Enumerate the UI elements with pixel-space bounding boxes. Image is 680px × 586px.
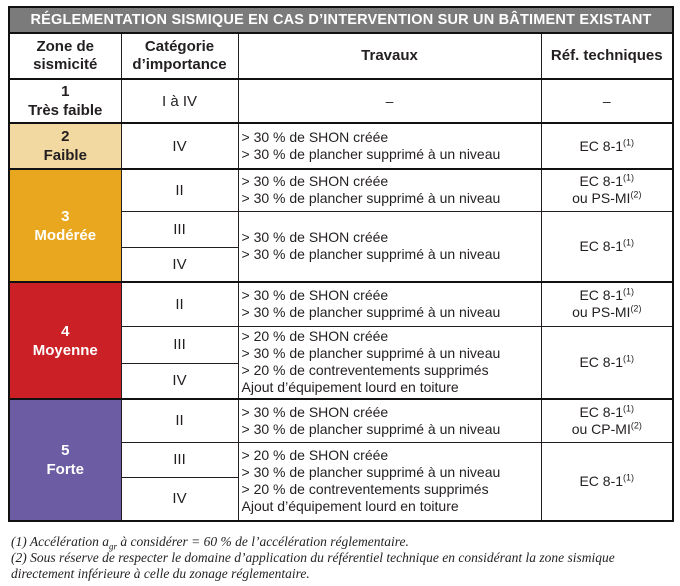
category-cell: IV bbox=[120, 122, 239, 170]
zone-cell-1: 1 Très faible bbox=[8, 78, 122, 124]
zone-number: 3 bbox=[61, 207, 70, 225]
subscript-gr: gr bbox=[108, 541, 117, 552]
footnotes: (1) Accélération agr à considérer = 60 %… bbox=[11, 534, 670, 582]
table-row: IV bbox=[9, 476, 673, 522]
ref-cell: EC 8-1(1) ou PS-MI(2) bbox=[540, 168, 674, 212]
zone-name: Très faible bbox=[28, 102, 103, 119]
ref-cell: – bbox=[540, 78, 674, 124]
zone-cell-4: 4 Moyenne bbox=[8, 281, 122, 400]
travaux-cell: > 20 % de SHON créée > 30 % de plancher … bbox=[237, 325, 542, 400]
travaux-cell: – bbox=[237, 78, 542, 124]
zone-cell-2: 2 Faible bbox=[8, 122, 122, 170]
table-row: 2 Faible IV > 30 % de SHON créée > 30 % … bbox=[8, 122, 674, 170]
category-cell: III bbox=[120, 325, 239, 364]
category-cell: III bbox=[120, 210, 239, 248]
zone-number: 2 bbox=[61, 128, 70, 145]
ref-cell: EC 8-1(1) ou CP-MI(2) bbox=[540, 398, 674, 443]
seismic-regulation-table: RÉGLEMENTATION SISMIQUE EN CAS D’INTERVE… bbox=[8, 6, 675, 522]
ref-cell: EC 8-1(1) ou PS-MI(2) bbox=[540, 281, 674, 327]
table-row: III > 20 % de SHON créée > 30 % de planc… bbox=[9, 441, 674, 522]
travaux-cell: > 30 % de SHON créée > 30 % de plancher … bbox=[237, 168, 542, 212]
ref-cell: EC 8-1(1) bbox=[540, 325, 674, 400]
footnote-2: (2) Sous réserve de respecter le domaine… bbox=[11, 550, 615, 581]
footnote-1: (1) Accélération agr à considérer = 60 %… bbox=[11, 534, 409, 552]
zone-cell-3: 3 Modérée bbox=[8, 168, 122, 283]
table-row: III > 30 % de SHON créée > 30 % de planc… bbox=[9, 210, 674, 283]
category-cell: IV bbox=[120, 246, 239, 283]
zone-number: 4 bbox=[61, 322, 70, 340]
zone-name: Forte bbox=[46, 461, 85, 478]
category-cell: II bbox=[120, 281, 239, 327]
col-header-zone: Zone de sismicité bbox=[8, 32, 122, 80]
zone-number: 5 bbox=[61, 442, 70, 459]
travaux-cell: > 30 % de SHON créée > 30 % de plancher … bbox=[237, 210, 542, 283]
ref-cell: EC 8-1(1) bbox=[540, 122, 674, 170]
category-cell: II bbox=[120, 168, 239, 212]
zone-number: 1 bbox=[61, 83, 70, 100]
table-row: 1 Très faible I à IV – – bbox=[8, 78, 674, 124]
table-row: IV bbox=[9, 246, 673, 283]
category-cell: II bbox=[120, 398, 239, 443]
category-cell: IV bbox=[120, 362, 239, 400]
table-row: 5 Forte II > 30 % de SHON créée > 30 % d… bbox=[8, 398, 674, 522]
zone-cell-5: 5 Forte bbox=[8, 398, 122, 522]
zone-name: Faible bbox=[43, 147, 87, 164]
travaux-cell: > 20 % de SHON créée > 30 % de plancher … bbox=[237, 441, 542, 522]
table-title: RÉGLEMENTATION SISMIQUE EN CAS D’INTERVE… bbox=[8, 6, 674, 34]
travaux-cell: > 30 % de SHON créée > 30 % de plancher … bbox=[237, 398, 542, 443]
zone-name: Modérée bbox=[34, 226, 97, 244]
table-row: 3 Modérée II > 30 % de SHON créée > 30 %… bbox=[8, 168, 674, 283]
col-header-ref: Réf. techniques bbox=[540, 32, 674, 80]
ref-cell: EC 8-1(1) bbox=[540, 441, 674, 522]
col-header-categorie: Catégorie d’importance bbox=[120, 32, 239, 80]
travaux-cell: > 30 % de SHON créée > 30 % de plancher … bbox=[237, 122, 542, 170]
travaux-cell: > 30 % de SHON créée > 30 % de plancher … bbox=[237, 281, 542, 327]
col-header-travaux: Travaux bbox=[237, 32, 542, 80]
category-cell: IV bbox=[120, 476, 239, 522]
category-cell: III bbox=[120, 441, 239, 478]
table-row: 4 Moyenne II > 30 % de SHON créée > 30 %… bbox=[8, 281, 674, 400]
ref-cell: EC 8-1(1) bbox=[540, 210, 674, 283]
category-cell: I à IV bbox=[120, 78, 239, 124]
zone-name: Moyenne bbox=[32, 341, 98, 359]
